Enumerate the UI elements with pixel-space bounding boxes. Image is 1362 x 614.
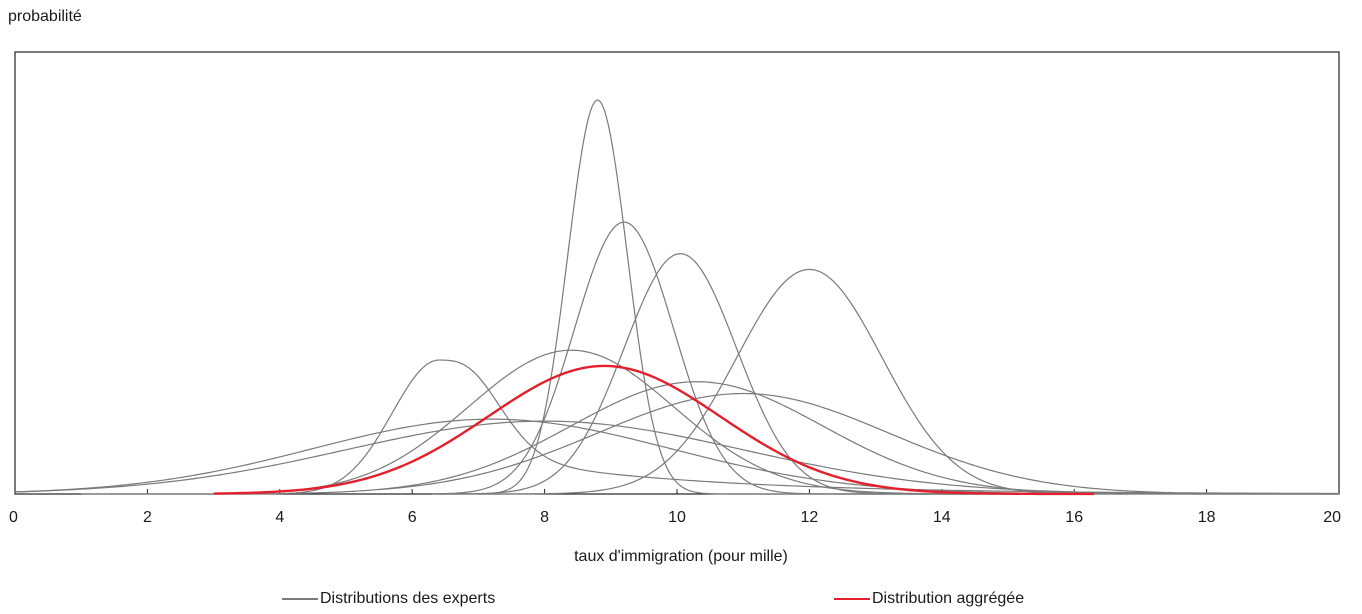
x-tick-label: 20 (1323, 509, 1341, 526)
expert-distribution-curve (478, 268, 1128, 495)
x-tick-label: 10 (668, 509, 686, 526)
legend-swatch-aggregate (834, 598, 870, 600)
x-tick-label: 18 (1198, 509, 1216, 526)
x-tick-label: 6 (408, 509, 417, 526)
x-axis-label: taux d'immigration (pour mille) (574, 548, 788, 565)
x-tick-label: 8 (540, 509, 549, 526)
expert-distribution-curve (81, 359, 1340, 495)
legend-item-aggregate: Distribution aggrégée (834, 590, 1024, 608)
x-tick-label: 4 (275, 509, 284, 526)
legend-label-experts: Distributions des experts (320, 590, 496, 607)
x-tick-label: 16 (1065, 509, 1083, 526)
x-tick-label: 2 (143, 509, 152, 526)
y-axis-label: probabilité (8, 8, 82, 25)
expert-distribution-curve (246, 349, 1008, 495)
expert-distribution-curve (293, 381, 1108, 495)
expert-distribution-curve (379, 392, 1174, 494)
plot-frame (14, 51, 1340, 495)
distribution-curves (14, 99, 1340, 496)
aggregate-distribution-curve (213, 364, 1095, 496)
expert-distribution-curve (438, 253, 995, 495)
expert-distribution-curve (14, 418, 1339, 495)
legend-label-aggregate: Distribution aggrégée (872, 590, 1025, 607)
x-tick-label: 0 (9, 509, 18, 526)
x-tick-label: 12 (801, 509, 819, 526)
x-tick-label: 14 (933, 509, 951, 526)
legend-swatch-experts (282, 598, 318, 600)
legend-item-experts: Distributions des experts (282, 590, 495, 608)
x-axis-tick-labels: 0 2 4 6 8 10 12 14 16 18 20 (9, 509, 1341, 526)
